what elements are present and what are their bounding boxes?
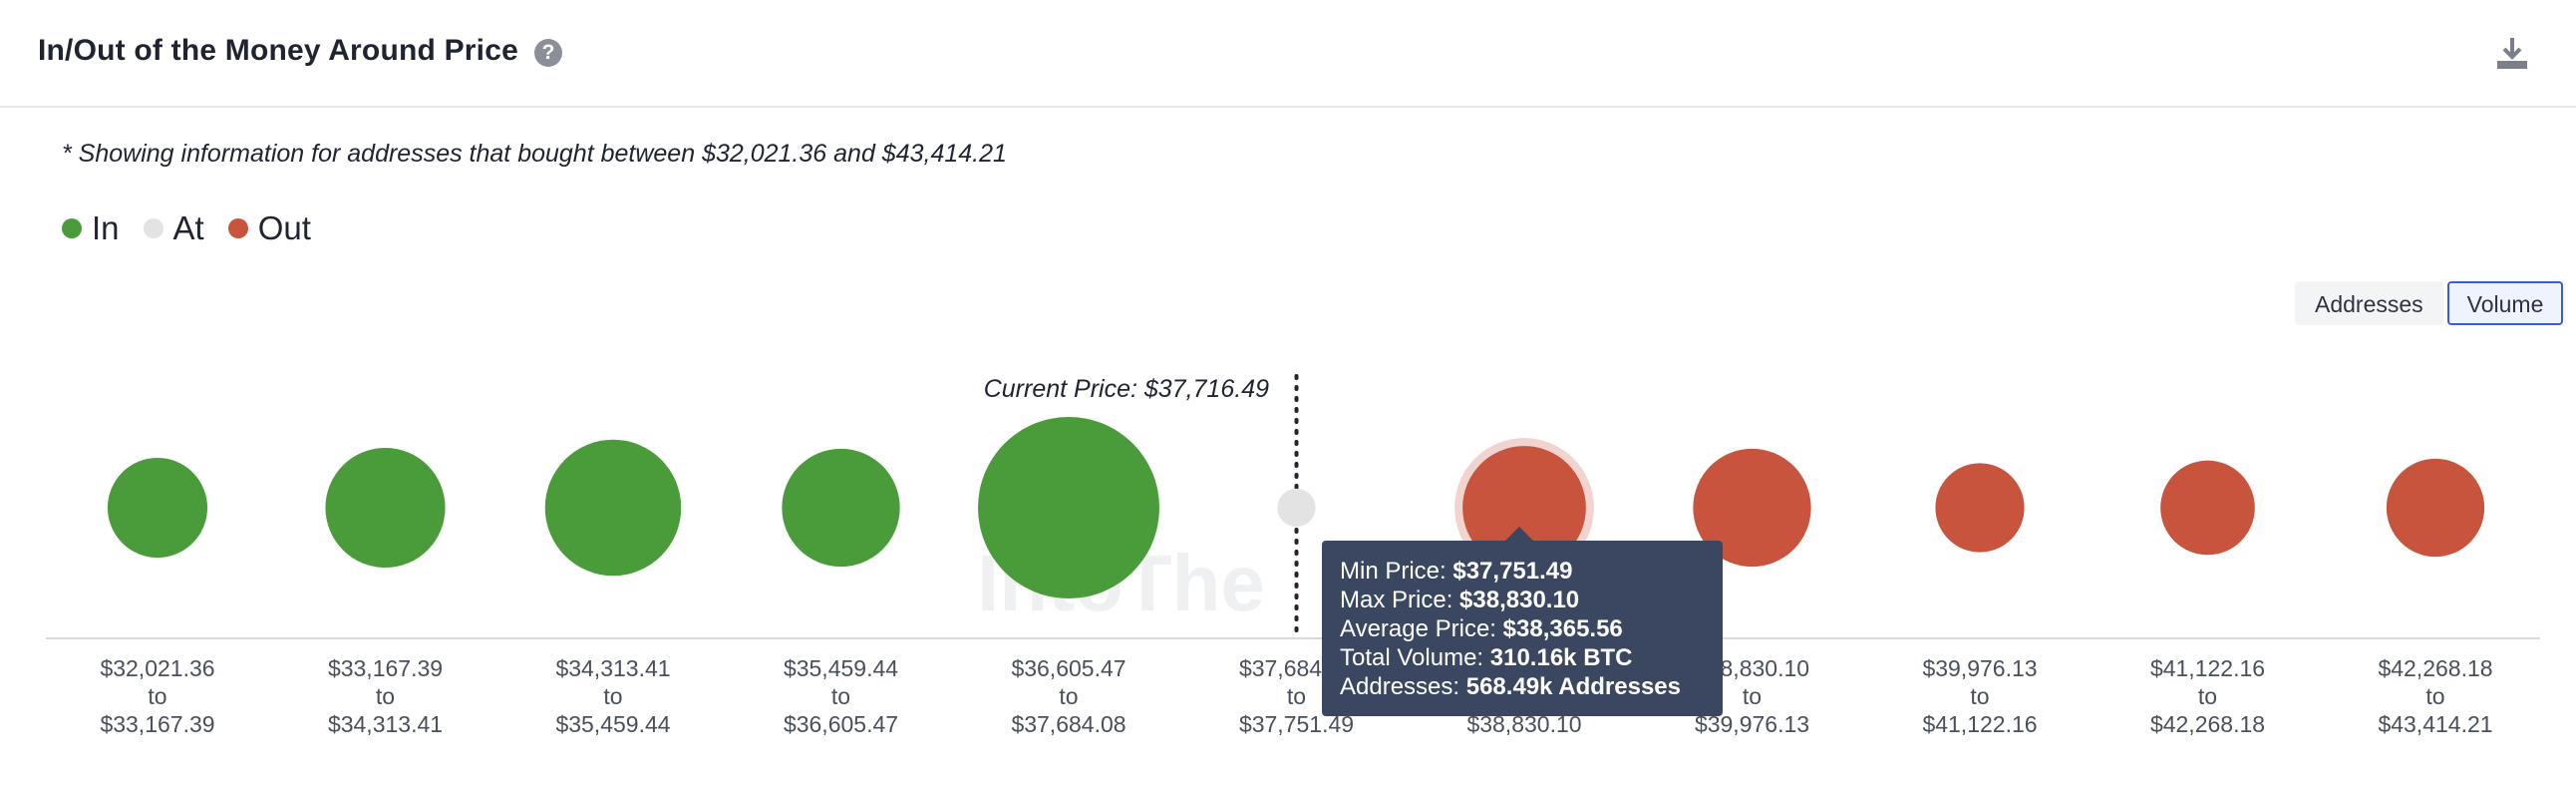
tooltip-max-price: Max Price: $38,830.10 [1340, 587, 1580, 613]
addresses-button[interactable]: Addresses [2295, 281, 2443, 325]
tick-label-to-word-3: to [603, 683, 622, 709]
current-price-label: Current Price: $37,716.49 [984, 375, 1269, 403]
tick-label-from-11: $42,268.18 [2378, 655, 2492, 681]
tick-label-to-3: $35,459.44 [555, 711, 670, 737]
tick-label-to-word-1: to [148, 683, 166, 709]
tick-label-to-word-8: to [1743, 683, 1762, 709]
tooltip-total-volume: Total Volume: 310.16k BTC [1340, 644, 1633, 671]
legend: In At Out [62, 209, 335, 247]
tick-label-to-5: $37,684.08 [1011, 711, 1126, 737]
metric-toggle: Addresses Volume [2295, 281, 2564, 325]
bubble-3[interactable] [544, 439, 682, 577]
tick-label-from-2: $33,167.39 [328, 655, 443, 681]
tick-label-from-1: $32,021.36 [100, 655, 214, 681]
bubble-2[interactable] [325, 447, 446, 569]
tick-label-to-word-2: to [376, 683, 395, 709]
bubble-7[interactable] [1462, 446, 1586, 570]
bubble-10[interactable] [2160, 460, 2255, 556]
tick-label-to-word-5: to [1059, 683, 1078, 709]
tick-label-to-11: $43,414.21 [2378, 711, 2492, 737]
tick-label-to-word-10: to [2198, 683, 2217, 709]
chart-title: In/Out of the Money Around Price [38, 34, 518, 67]
tooltip-average-price: Average Price: $38,365.56 [1340, 615, 1623, 642]
chart-header: In/Out of the Money Around Price ? [0, 0, 2576, 108]
tick-label-from-5: $36,605.47 [1011, 655, 1126, 681]
bubble-4[interactable] [782, 448, 900, 568]
legend-item-out[interactable]: Out [227, 209, 311, 247]
tick-label-to-1: $33,167.39 [100, 711, 214, 737]
tick-label-to-word-6: to [1287, 683, 1306, 709]
legend-label-in: In [92, 209, 120, 246]
legend-item-at[interactable]: At [143, 209, 204, 247]
tick-label-from-3: $34,313.41 [555, 655, 670, 681]
legend-item-in[interactable]: In [62, 209, 120, 247]
legend-dot-out [227, 218, 248, 238]
bubble-9[interactable] [1935, 463, 2025, 553]
tick-label-to-2: $34,313.41 [328, 711, 443, 737]
tick-label-to-9: $41,122.16 [1922, 711, 2037, 737]
tooltip-arrow [1505, 527, 1533, 541]
help-icon[interactable]: ? [534, 39, 562, 67]
legend-label-at: At [172, 209, 204, 246]
volume-button[interactable]: Volume [2446, 281, 2564, 325]
tick-label-to-word-4: to [831, 683, 850, 709]
bubble-6[interactable] [1277, 488, 1316, 528]
bubble-5[interactable] [978, 417, 1159, 598]
legend-dot-at [143, 218, 163, 238]
bubble-11[interactable] [2386, 458, 2485, 558]
date-range-note: * Showing information for addresses that… [62, 140, 1007, 168]
bubble-1[interactable] [107, 457, 208, 559]
tick-label-from-9: $39,976.13 [1922, 655, 2037, 681]
legend-label-out: Out [257, 209, 311, 246]
legend-dot-in [62, 218, 82, 238]
tick-label-from-10: $41,122.16 [2150, 655, 2265, 681]
tooltip-addresses: Addresses: 568.49k Addresses [1340, 673, 1681, 700]
bubble-8[interactable] [1693, 448, 1811, 568]
tick-label-to-word-9: to [1970, 683, 1989, 709]
tick-label-to-4: $36,605.47 [784, 711, 898, 737]
tick-label-from-4: $35,459.44 [784, 655, 898, 681]
tick-label-to-10: $42,268.18 [2150, 711, 2265, 737]
tooltip-min-price: Min Price: $37,751.49 [1340, 558, 1573, 585]
chart-marks: $32,021.36to$33,167.39$33,167.39to$34,31… [46, 374, 2540, 737]
bubble-tooltip: Min Price: $37,751.49 Max Price: $38,830… [1322, 541, 1723, 716]
tick-label-to-word-11: to [2425, 683, 2444, 709]
download-icon[interactable] [2492, 34, 2532, 74]
